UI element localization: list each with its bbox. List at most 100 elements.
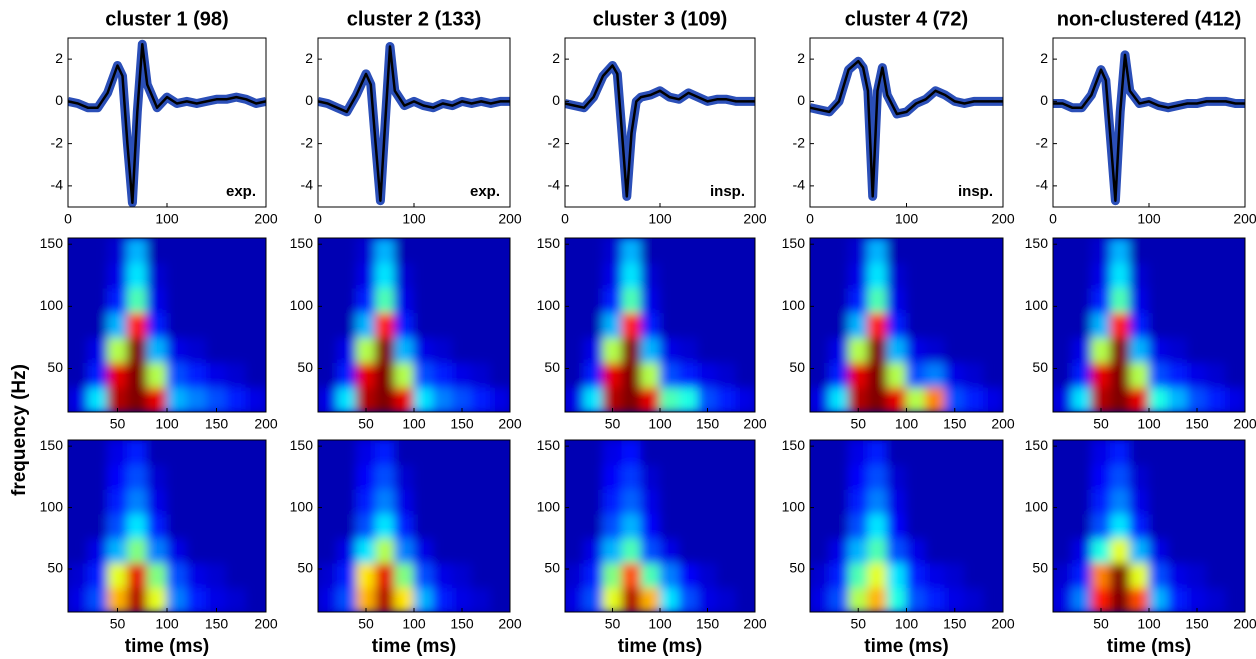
heatmap-cell xyxy=(451,513,473,539)
heatmap-cell xyxy=(1167,586,1188,612)
heatmap-cell xyxy=(206,537,227,564)
heatmap-cell xyxy=(186,361,208,388)
heatmap-cell xyxy=(716,312,737,338)
heatmap-cell xyxy=(1148,464,1169,490)
heatmap-cell xyxy=(394,287,415,314)
heatmap-cell xyxy=(413,586,434,612)
heatmap-cell xyxy=(659,440,680,466)
heatmap-cell xyxy=(1110,312,1131,338)
heatmap-clip xyxy=(810,238,1003,412)
heatmap-cell xyxy=(621,488,642,515)
heatmap-cell xyxy=(602,586,623,612)
heatmap-cell xyxy=(735,537,755,564)
heatmap-cell xyxy=(1186,262,1208,289)
heatmap-cell xyxy=(925,513,946,539)
heatmap-cell xyxy=(583,513,604,539)
heatmap-cell xyxy=(451,488,473,515)
heatmap-cell xyxy=(107,312,128,338)
heatmap-cell xyxy=(678,464,699,490)
heatmap-cell xyxy=(621,537,642,564)
heatmap-cell xyxy=(1110,488,1131,515)
heatmap-cell xyxy=(716,562,737,588)
axes-frame xyxy=(809,37,1004,208)
y-tick-label: 100 xyxy=(537,498,561,514)
x-tick-label: 100 xyxy=(402,416,426,432)
heatmap-cell xyxy=(1225,440,1245,466)
heatmap-cell xyxy=(810,537,830,564)
heatmap-cell xyxy=(716,386,737,412)
x-tick-label: 0 xyxy=(64,211,72,227)
heatmap-cell xyxy=(621,312,642,338)
heatmap-cell xyxy=(1225,586,1245,612)
x-tick-label: 200 xyxy=(498,616,522,632)
heatmap-cell xyxy=(963,361,985,388)
x-tick-label: 200 xyxy=(991,416,1015,432)
x-tick-label: 50 xyxy=(110,416,126,432)
line-clip xyxy=(565,61,755,201)
heatmap-cell xyxy=(413,464,434,490)
y-tick-label: 150 xyxy=(1025,437,1049,453)
heatmap-cell xyxy=(925,238,946,264)
heatmap-cell xyxy=(318,440,338,466)
heatmap-cell xyxy=(1167,386,1188,412)
heatmap-cell xyxy=(1053,262,1073,289)
heatmap-cell xyxy=(146,488,168,515)
heatmap-cell xyxy=(1053,361,1073,388)
heatmap-cell xyxy=(245,513,266,539)
heatmap-cell xyxy=(1090,238,1112,264)
heatmap-cell xyxy=(828,440,850,466)
heatmap-cell xyxy=(394,464,415,490)
chart-title: cluster 1 (98) xyxy=(105,8,228,30)
heatmap-cell xyxy=(602,238,623,264)
heatmap-cell xyxy=(659,513,680,539)
heatmap-cell xyxy=(126,537,148,564)
y-tick-label: -4 xyxy=(793,177,806,193)
heatmap-cell xyxy=(583,336,604,363)
heatmap-cell xyxy=(68,361,89,388)
heatmap-cell xyxy=(166,440,188,466)
heatmap-cell xyxy=(1071,464,1092,490)
heatmap-cell xyxy=(886,488,907,515)
heatmap-cell xyxy=(848,562,869,588)
heatmap-cell xyxy=(583,562,604,588)
heatmap-cell xyxy=(1071,562,1092,588)
heatmap-cell xyxy=(225,312,247,338)
heatmap-cell xyxy=(318,513,338,539)
y-tick-label: 150 xyxy=(40,437,64,453)
heatmap-cell xyxy=(828,336,850,363)
x-tick-label: 0 xyxy=(561,211,569,227)
heatmap-cell xyxy=(583,312,604,338)
heatmap-cell xyxy=(471,464,492,490)
heatmap-cell xyxy=(1129,586,1150,612)
heatmap-cell xyxy=(1071,386,1092,412)
heatmap-cell xyxy=(602,312,623,338)
heatmap-cell xyxy=(355,562,377,588)
heatmap-cell xyxy=(394,386,415,412)
heatmap-cell xyxy=(355,287,377,314)
heatmap-cell xyxy=(375,386,396,412)
heatmap-cell xyxy=(471,488,492,515)
panel: -4 -2 0 2 0 100 200 cluster 1 (98) exp. xyxy=(51,8,278,226)
heatmap-cell xyxy=(828,386,850,412)
heatmap-cell xyxy=(87,238,109,264)
heatmap-cell xyxy=(490,361,510,388)
heatmap-cell xyxy=(810,336,830,363)
x-tick-label: 0 xyxy=(1049,211,1057,227)
heatmap-cell xyxy=(394,488,415,515)
axes-frame xyxy=(317,37,511,208)
heatmap-cell xyxy=(1148,488,1169,515)
x-tick-label: 100 xyxy=(895,616,919,632)
heatmap-cell xyxy=(451,440,473,466)
heatmap-cell xyxy=(87,386,109,412)
heatmap-cell xyxy=(1167,440,1188,466)
heatmap-cell xyxy=(451,262,473,289)
heatmap-cell xyxy=(621,440,642,466)
heatmap-cell xyxy=(107,586,128,612)
heatmap-cell xyxy=(126,440,148,466)
heatmap-cell xyxy=(375,361,396,388)
trace-band xyxy=(68,39,266,207)
heatmap-cell xyxy=(659,312,680,338)
heatmap-cell xyxy=(810,464,830,490)
heatmap-cell xyxy=(1148,586,1169,612)
